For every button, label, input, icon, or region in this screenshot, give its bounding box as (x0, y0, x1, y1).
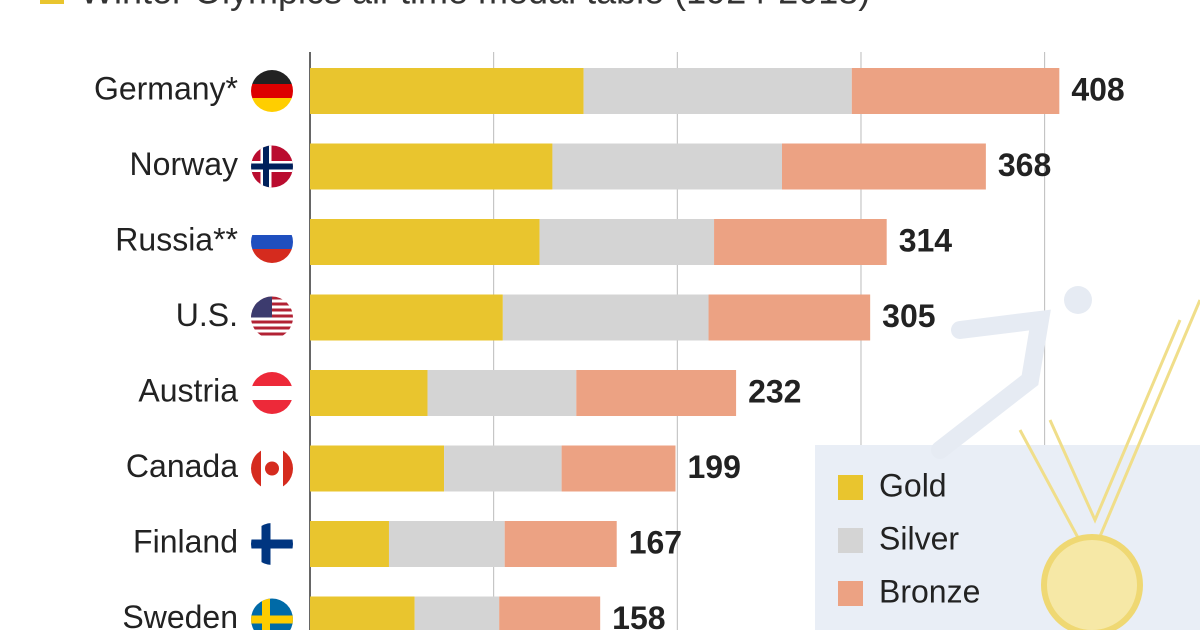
category-label: U.S. (176, 297, 238, 333)
flag (251, 372, 293, 414)
flag-cross (251, 523, 293, 565)
bar-segment (504, 521, 617, 567)
flag-band (251, 447, 261, 490)
bars (310, 68, 1060, 630)
athlete-head (1064, 286, 1092, 314)
flag-stripe (251, 235, 293, 250)
flag-stripe (251, 98, 293, 112)
flag (251, 523, 293, 565)
flag-stripe (251, 70, 293, 85)
flag-cross (251, 598, 293, 630)
bar-segment (310, 370, 428, 416)
flag-stripe (251, 332, 293, 336)
bar-segment (539, 219, 715, 265)
total-label: 305 (882, 298, 935, 334)
flag-stripe (251, 372, 293, 387)
total-label: 408 (1071, 71, 1124, 107)
medal (1041, 534, 1143, 630)
bar-segment (444, 445, 562, 492)
category-label: Norway (130, 146, 238, 182)
category-label: Sweden (122, 599, 238, 630)
bar-segment (310, 596, 415, 630)
bar-segment (502, 294, 709, 341)
legend-label: Gold (879, 467, 947, 503)
flag-cross (251, 145, 293, 188)
legend-swatch (838, 528, 863, 553)
flag-leaf (265, 461, 279, 476)
bar-segment (708, 294, 871, 341)
decoration (815, 286, 1200, 630)
bar-segment (714, 219, 887, 265)
legend-label: Silver (879, 520, 959, 556)
flag (251, 70, 293, 112)
category-label: Russia** (115, 221, 238, 257)
bar-segment (310, 68, 584, 114)
bar-segment (782, 143, 986, 190)
bar-segment (310, 521, 389, 567)
flag-stripe (251, 386, 293, 401)
category-label: Austria (138, 372, 238, 408)
bar-segment (851, 68, 1060, 114)
bar-segment (414, 596, 500, 630)
total-label: 167 (629, 524, 682, 560)
bar-segment (310, 143, 553, 190)
flag (251, 221, 293, 263)
athlete-icon (931, 309, 1051, 459)
total-label: 199 (687, 449, 740, 485)
bar-segment (310, 294, 503, 341)
total-label: 368 (998, 147, 1051, 183)
category-label: Germany* (94, 70, 238, 106)
flag (251, 145, 293, 188)
bar-segment (583, 68, 852, 114)
bar-segment (427, 370, 577, 416)
flag (251, 447, 293, 490)
total-label: 232 (748, 373, 801, 409)
bar-segment (310, 219, 540, 265)
flag-stripe (251, 249, 293, 263)
flag-stripe (251, 326, 293, 330)
flag-band (283, 447, 293, 490)
flag-stripe (251, 400, 293, 414)
bar-segment (576, 370, 737, 416)
legend-label: Bronze (879, 573, 980, 609)
flag-stripe (251, 84, 293, 99)
legend-swatch (838, 475, 863, 500)
legend-box (815, 445, 1200, 630)
title-marker (40, 0, 64, 4)
total-label: 314 (899, 222, 953, 258)
total-label: 158 (612, 600, 665, 630)
bar-segment (499, 596, 601, 630)
legend-swatch (838, 581, 863, 606)
bar-segment (561, 445, 676, 492)
bar-segment (552, 143, 783, 190)
category-label: Finland (133, 523, 238, 559)
category-label: Canada (126, 448, 238, 484)
bar-segment (310, 445, 445, 492)
chart-title: Winter Olympics all-time medal table (19… (80, 0, 870, 12)
flag-stripe (251, 320, 293, 324)
bar-segment (388, 521, 505, 567)
flag-stripe (251, 221, 293, 236)
